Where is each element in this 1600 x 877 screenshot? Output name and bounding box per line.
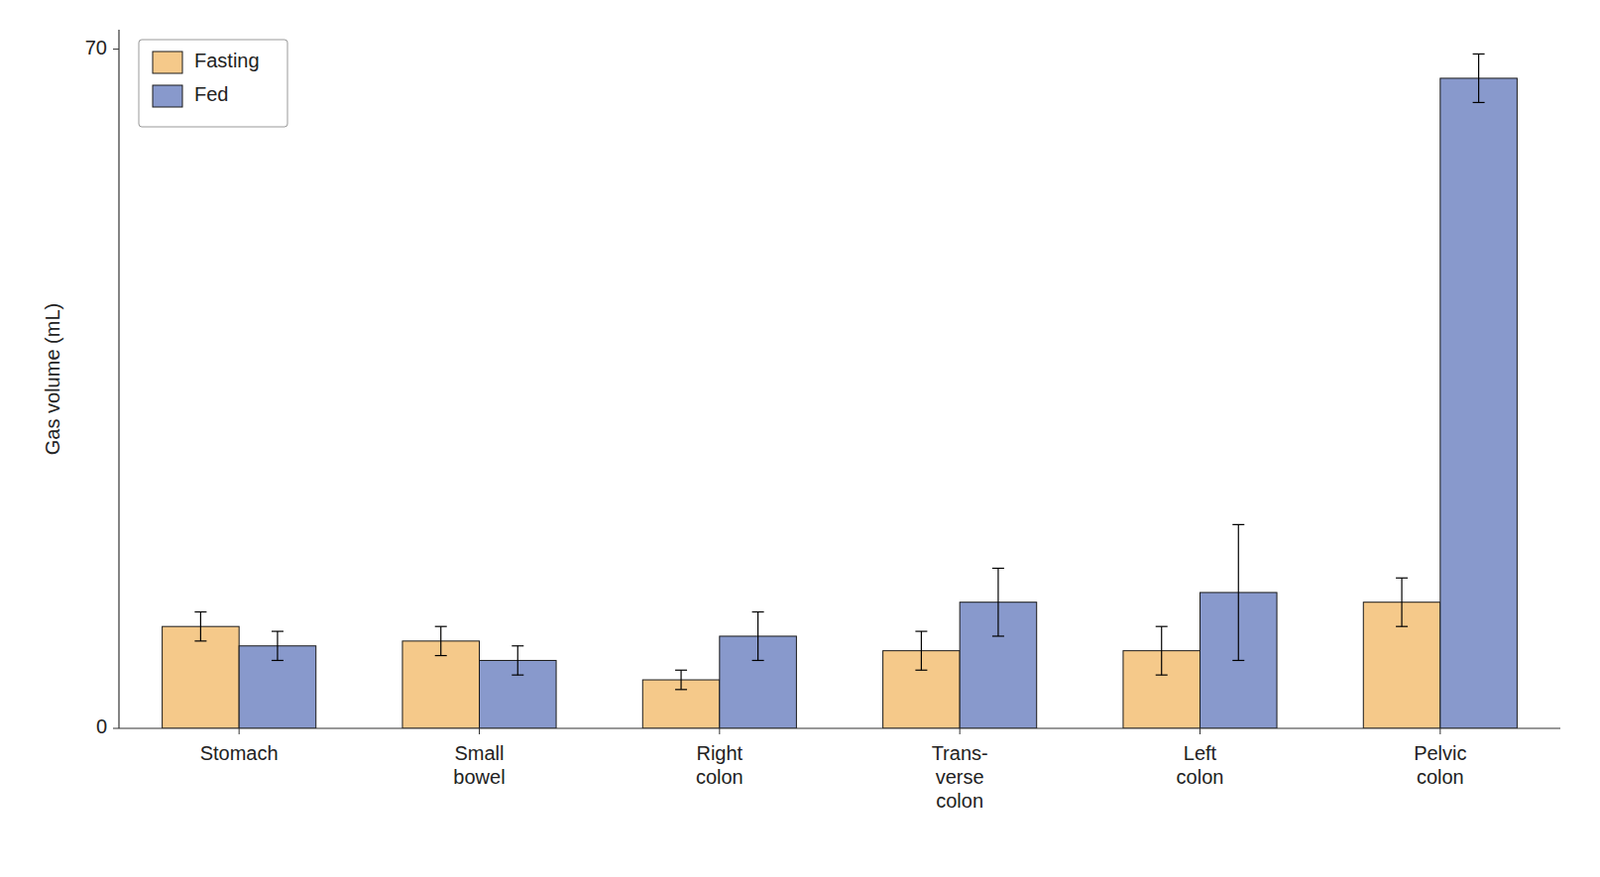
- y-tick: [113, 48, 119, 50]
- error-cap: [194, 640, 207, 642]
- legend-label: Fed: [194, 83, 229, 106]
- error-stem: [1400, 577, 1402, 627]
- error-bar: [1155, 626, 1168, 676]
- error-bar: [271, 631, 284, 661]
- x-tick-label: Rightcolon: [695, 742, 744, 789]
- error-cap: [271, 660, 284, 662]
- bar: [162, 626, 240, 729]
- x-tick: [959, 728, 961, 735]
- x-tick: [478, 728, 480, 735]
- y-tick-label: 70: [85, 36, 108, 59]
- x-tick-label-line: Right: [695, 742, 743, 765]
- legend-swatch: [152, 51, 183, 74]
- error-bar: [1232, 524, 1245, 661]
- error-cap: [914, 630, 927, 632]
- axes: 070StomachSmallbowelRightcolonTrans-vers…: [85, 29, 1561, 812]
- error-bar: [435, 626, 448, 656]
- error-cap: [194, 611, 207, 613]
- x-tick-label-line: colon: [935, 790, 984, 812]
- y-tick-label: 0: [96, 715, 108, 738]
- x-tick: [238, 728, 240, 735]
- x-tick: [1439, 728, 1441, 735]
- x-tick-label: Leftcolon: [1176, 742, 1225, 789]
- error-cap: [1395, 577, 1408, 579]
- error-cap: [271, 630, 284, 632]
- series: [162, 577, 1441, 729]
- error-cap: [675, 670, 687, 672]
- x-tick-label-line: colon: [1416, 766, 1465, 789]
- x-tick-label-line: verse: [935, 766, 985, 789]
- error-cap: [752, 660, 765, 662]
- x-tick-label-line: Trans-: [931, 742, 989, 765]
- legend-label: Fasting: [194, 49, 260, 72]
- error-cap: [1473, 102, 1486, 104]
- error-stem: [440, 626, 442, 656]
- x-tick-label: Trans-versecolon: [931, 742, 989, 812]
- x-tick-label-line: bowel: [453, 766, 505, 789]
- x-tick-label-line: Stomach: [200, 742, 279, 765]
- error-stem: [517, 646, 519, 676]
- error-cap: [1473, 53, 1486, 55]
- y-axis-label: Gas volume (mL): [41, 303, 64, 456]
- legend-frame: [138, 39, 288, 127]
- bars: [162, 53, 1518, 729]
- error-bar: [1395, 577, 1408, 627]
- error-bar: [675, 670, 687, 690]
- error-cap: [1155, 626, 1168, 628]
- error-cap: [1395, 626, 1408, 628]
- error-cap: [435, 655, 448, 657]
- error-stem: [1238, 524, 1240, 661]
- error-stem: [276, 631, 278, 661]
- x-tick: [718, 728, 720, 735]
- chart-svg: 070StomachSmallbowelRightcolonTrans-vers…: [0, 0, 1600, 877]
- y-axis-line: [117, 29, 119, 729]
- error-cap: [1232, 660, 1245, 662]
- x-tick-label-line: colon: [1176, 766, 1225, 789]
- chart-container: 070StomachSmallbowelRightcolonTrans-vers…: [0, 0, 1600, 877]
- x-tick-label: Pelviccolon: [1413, 742, 1467, 789]
- error-cap: [992, 568, 1005, 570]
- error-bar: [1473, 53, 1486, 103]
- error-cap: [511, 675, 524, 677]
- x-tick-label: Smallbowel: [453, 742, 505, 789]
- error-bar: [511, 646, 524, 676]
- bar: [1440, 78, 1518, 729]
- error-cap: [992, 635, 1005, 637]
- error-cap: [752, 611, 765, 613]
- error-bar: [992, 568, 1005, 637]
- error-bar: [194, 612, 207, 642]
- error-stem: [1160, 626, 1162, 676]
- error-stem: [1478, 53, 1480, 103]
- x-tick-label: Stomach: [200, 742, 279, 765]
- error-stem: [920, 631, 922, 671]
- x-tick-label-line: Small: [454, 742, 504, 765]
- error-bar: [914, 631, 927, 671]
- error-stem: [757, 612, 759, 662]
- error-cap: [675, 688, 687, 690]
- x-tick-label-line: Left: [1183, 742, 1218, 765]
- error-cap: [435, 626, 448, 628]
- error-stem: [680, 670, 682, 690]
- error-stem: [200, 612, 202, 642]
- error-cap: [1155, 675, 1168, 677]
- legend-swatch: [152, 85, 183, 108]
- legend: Fasting Fed: [138, 39, 288, 127]
- x-axis-line: [118, 727, 1561, 729]
- error-cap: [511, 645, 524, 647]
- x-tick-label-line: colon: [695, 766, 744, 789]
- error-cap: [914, 670, 927, 672]
- series: [238, 53, 1517, 729]
- x-tick-label-line: Pelvic: [1413, 742, 1467, 765]
- y-tick: [113, 728, 119, 730]
- error-cap: [1232, 524, 1245, 526]
- error-bar: [752, 612, 765, 662]
- error-stem: [997, 568, 999, 637]
- x-tick: [1199, 728, 1201, 735]
